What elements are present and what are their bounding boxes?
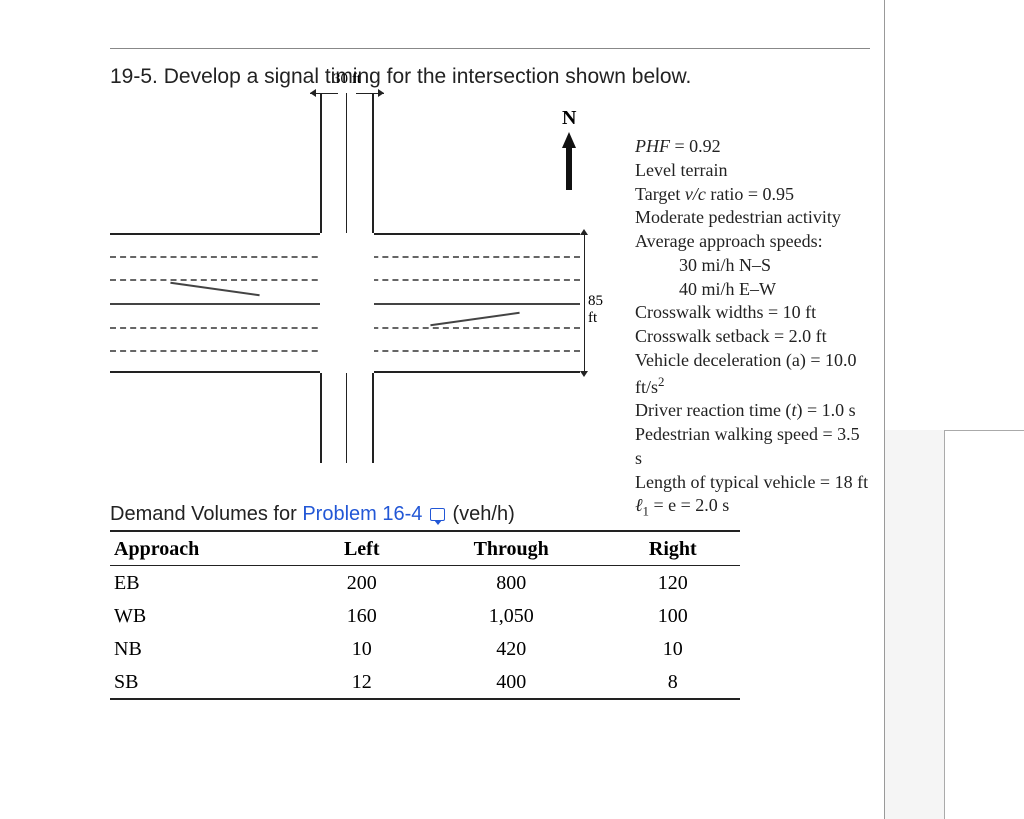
table-row: WB 160 1,050 100	[110, 599, 740, 632]
north-arrow-icon	[562, 132, 576, 148]
ew-width-dimline	[584, 233, 585, 373]
intersection-diagram: 30 ft 85 ft N	[110, 93, 610, 463]
problem-text: Develop a signal timing for the intersec…	[164, 65, 692, 88]
table-header-row: Approach Left Through Right	[110, 531, 740, 566]
north-indicator: N	[562, 107, 576, 190]
cell: SB	[110, 665, 307, 699]
cell: NB	[110, 632, 307, 665]
arrowhead-right-icon	[378, 89, 384, 97]
param-terrain: Level terrain	[635, 159, 870, 183]
demand-volumes-block: Demand Volumes for Problem 16-4 (veh/h) …	[110, 503, 740, 700]
table-row: SB 12 400 8	[110, 665, 740, 699]
param-ped-speed: Pedestrian walking speed = 3.5 s	[635, 423, 870, 471]
arrowhead-down-icon	[580, 371, 588, 377]
param-speed-ew: 40 mi/h E–W	[635, 278, 870, 302]
table-title-units: (veh/h)	[447, 503, 515, 525]
cell: 10	[307, 632, 417, 665]
table-body: EB 200 800 120 WB 160 1,050 100 NB 10 42…	[110, 566, 740, 700]
cell: 200	[307, 566, 417, 600]
param-l1-sym: ℓ	[635, 495, 643, 515]
scan-overlay-bottom	[944, 430, 1024, 819]
param-cw-width: Crosswalk widths = 10 ft	[635, 301, 870, 325]
table-row: EB 200 800 120	[110, 566, 740, 600]
col-left: Left	[307, 531, 417, 566]
cell: 160	[307, 599, 417, 632]
table-title-prefix: Demand Volumes for	[110, 503, 302, 525]
top-rule	[110, 48, 870, 49]
param-decel-exp: 2	[658, 374, 664, 389]
parameter-list: PHF = 0.92 Level terrain Target v/c rati…	[635, 135, 870, 520]
cell: 120	[606, 566, 740, 600]
cell: 800	[417, 566, 606, 600]
scan-overlay-top	[884, 0, 1024, 430]
cell: 1,050	[417, 599, 606, 632]
cell: 10	[606, 632, 740, 665]
cell: WB	[110, 599, 307, 632]
arrowhead-left-icon	[310, 89, 316, 97]
param-veh-length: Length of typical vehicle = 18 ft	[635, 471, 870, 495]
cell: 100	[606, 599, 740, 632]
cell: 8	[606, 665, 740, 699]
param-cw-setback: Crosswalk setback = 2.0 ft	[635, 325, 870, 349]
problem-statement: 19-5. Develop a signal timing for the in…	[110, 65, 884, 89]
cell: 420	[417, 632, 606, 665]
figure-area: 30 ft 85 ft N	[110, 93, 870, 463]
param-speeds-header: Average approach speeds:	[635, 230, 870, 254]
demand-volumes-table: Approach Left Through Right EB 200 800 1…	[110, 530, 740, 700]
param-l1-rest: = e = 2.0 s	[649, 495, 729, 515]
north-arrow-stem	[566, 148, 572, 190]
param-speed-ns: 30 mi/h N–S	[635, 254, 870, 278]
param-l1e: ℓ1 = e = 2.0 s	[635, 494, 870, 520]
param-vc: Target v/c ratio = 0.95	[635, 183, 870, 207]
cell: EB	[110, 566, 307, 600]
cell: 400	[417, 665, 606, 699]
col-approach: Approach	[110, 531, 307, 566]
col-through: Through	[417, 531, 606, 566]
param-reaction: Driver reaction time (t) = 1.0 s	[635, 399, 870, 423]
ew-width-label: 85 ft	[588, 293, 610, 327]
north-n-label: N	[562, 107, 576, 130]
arrowhead-up-icon	[580, 229, 588, 235]
param-ped-activity: Moderate pedestrian activity	[635, 206, 870, 230]
param-decel: Vehicle deceleration (a) = 10.0 ft/s2	[635, 349, 870, 400]
problem-number: 19-5.	[110, 65, 158, 88]
ns-width-label: 30 ft	[310, 71, 384, 88]
cell: 12	[307, 665, 417, 699]
col-right: Right	[606, 531, 740, 566]
intersection-box-mask	[320, 233, 374, 373]
param-phf: PHF = 0.92	[635, 135, 870, 159]
param-decel-text: Vehicle deceleration (a) = 10.0 ft/s	[635, 350, 857, 397]
comment-icon[interactable]	[430, 508, 445, 521]
page-content: 19-5. Develop a signal timing for the in…	[0, 0, 885, 819]
table-row: NB 10 420 10	[110, 632, 740, 665]
table-title-link[interactable]: Problem 16-4	[302, 503, 422, 525]
